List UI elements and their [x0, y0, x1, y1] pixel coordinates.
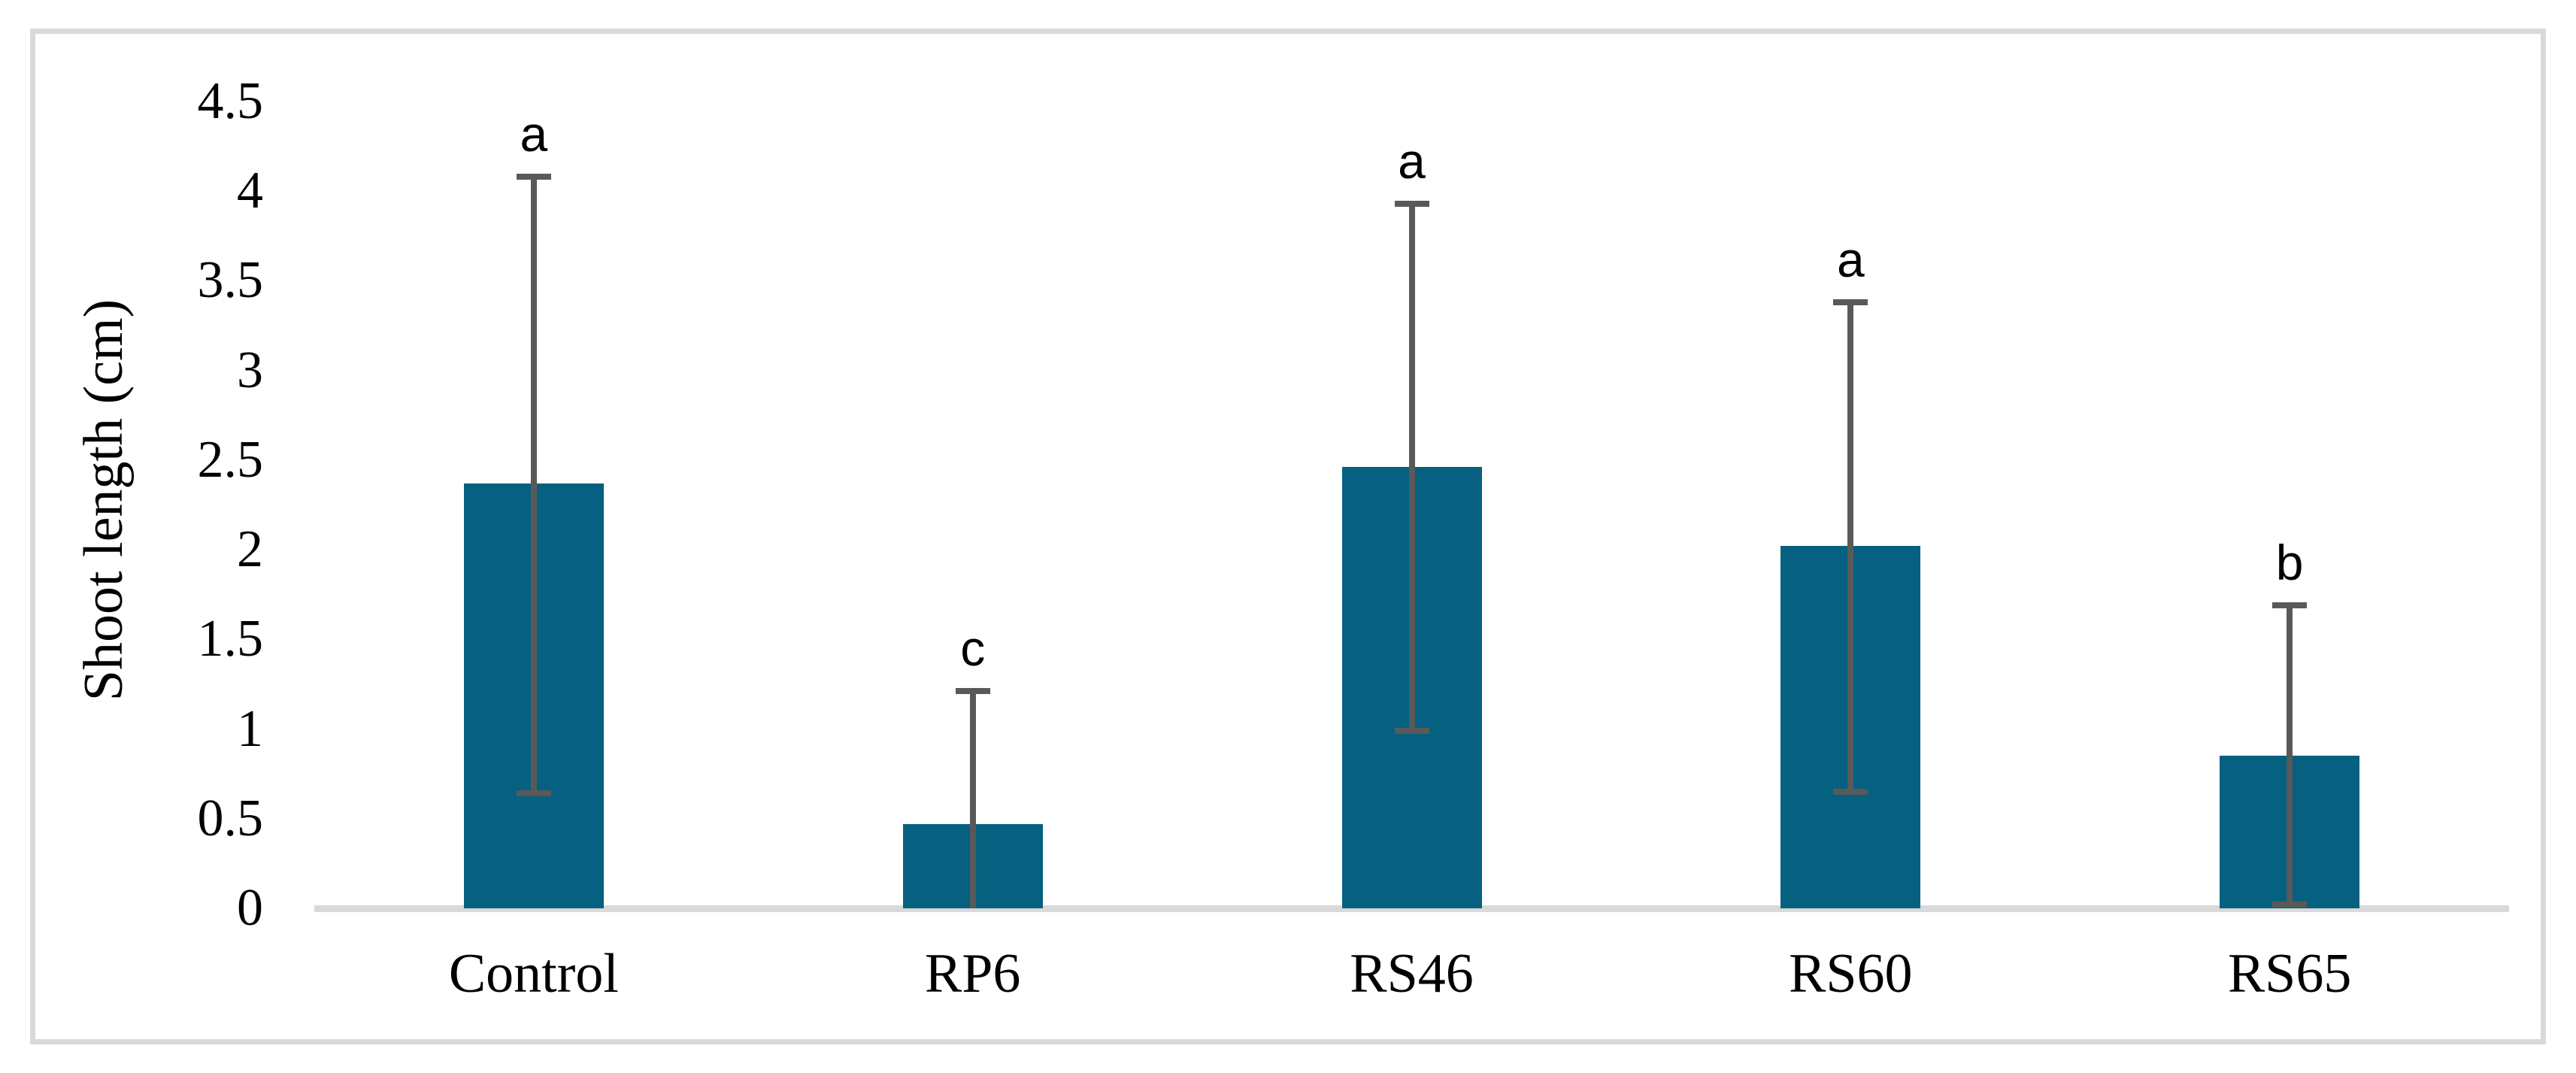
y-tick-label: 3.5: [197, 251, 264, 310]
y-tick-label: 4.5: [197, 72, 264, 131]
significance-letter: c: [960, 620, 986, 677]
error-bar-stem: [530, 177, 537, 794]
x-category-label: RS46: [1350, 943, 1474, 1005]
error-bar-bottom-cap: [516, 790, 551, 797]
error-bar-stem: [969, 691, 976, 908]
y-tick-label: 1: [237, 699, 263, 758]
y-tick-label: 0.5: [197, 789, 264, 847]
y-tick-label: 2.5: [197, 430, 264, 489]
y-tick-label: 4: [237, 162, 263, 220]
error-bar-top-cap: [1394, 200, 1429, 207]
chart-border: [30, 29, 2546, 1044]
y-tick-label: 2: [237, 520, 263, 579]
x-category-label: RS65: [2227, 943, 2352, 1005]
error-bar-bottom-cap: [2272, 902, 2308, 908]
significance-letter: a: [1836, 232, 1865, 288]
x-category-label: Control: [448, 943, 619, 1005]
error-bar-stem: [1847, 302, 1854, 792]
error-bar-stem: [1408, 203, 1415, 731]
y-tick-label: 0: [237, 879, 263, 937]
error-bar-bottom-cap: [1833, 789, 1868, 795]
x-category-label: RS60: [1789, 943, 1913, 1005]
y-tick-label: 3: [237, 341, 263, 399]
significance-letter: b: [2275, 535, 2304, 591]
y-tick-label: 1.5: [197, 610, 264, 668]
significance-letter: a: [520, 106, 548, 162]
error-bar-bottom-cap: [1394, 727, 1429, 734]
x-category-label: RP6: [924, 943, 1021, 1005]
x-axis-line: [314, 905, 2509, 912]
error-bar-top-cap: [955, 688, 990, 695]
error-bar-top-cap: [1833, 299, 1868, 306]
error-bar-top-cap: [516, 174, 551, 180]
significance-letter: a: [1398, 132, 1426, 189]
error-bar-top-cap: [2272, 602, 2308, 609]
error-bar-stem: [2287, 605, 2293, 905]
